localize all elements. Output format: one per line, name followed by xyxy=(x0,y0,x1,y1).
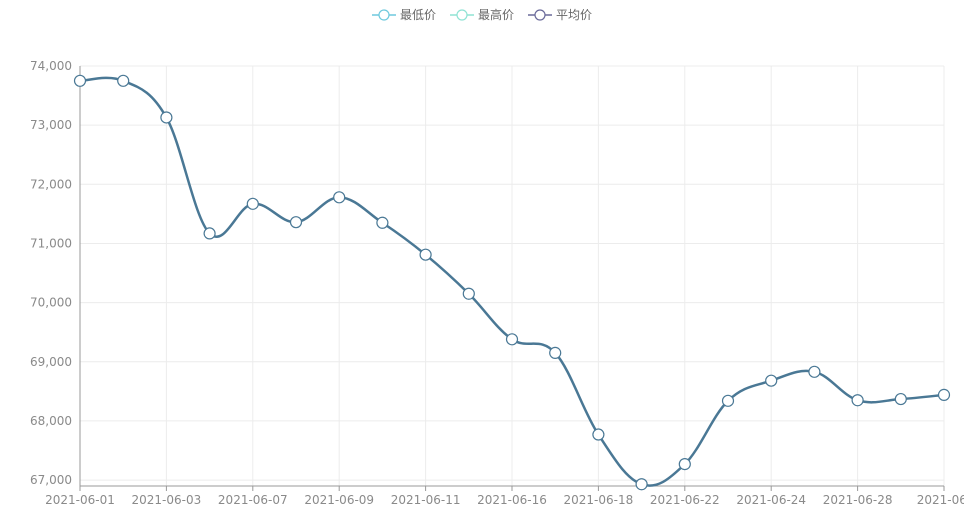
data-point xyxy=(419,248,432,261)
y-tick-label: 70,000 xyxy=(30,296,72,310)
x-tick-label: 2021-06-28 xyxy=(823,493,893,507)
data-point xyxy=(203,227,216,240)
x-tick-label: 2021-06-18 xyxy=(564,493,634,507)
legend-item-max[interactable]: 最高价 xyxy=(449,6,514,23)
y-tick-label: 71,000 xyxy=(30,236,72,250)
circle-line-icon xyxy=(528,8,552,21)
data-point xyxy=(376,216,389,229)
data-point xyxy=(462,287,475,300)
y-tick-label: 72,000 xyxy=(30,177,72,191)
data-point xyxy=(808,365,821,378)
x-tick-label: 2021-06-11 xyxy=(391,493,461,507)
legend-item-avg[interactable]: 平均价 xyxy=(528,6,592,23)
circle-line-icon xyxy=(449,8,474,21)
legend-label-min: 最低价 xyxy=(399,8,436,22)
y-tick-label: 68,000 xyxy=(30,414,72,428)
circle-line-icon xyxy=(371,8,396,21)
data-point xyxy=(894,392,907,406)
data-point xyxy=(765,374,778,387)
x-tick-label: 2021-06-24 xyxy=(736,493,806,507)
x-tick-label: 2021-06-22 xyxy=(650,493,720,507)
data-point xyxy=(73,74,87,87)
y-tick-label: 74,000 xyxy=(30,59,72,73)
data-point xyxy=(678,458,691,471)
legend: 最低价 最高价 平均价 xyxy=(0,6,964,23)
data-point xyxy=(333,191,346,204)
x-tick-label: 2021-06-16 xyxy=(477,493,547,507)
data-point xyxy=(160,111,173,124)
data-point xyxy=(592,428,605,441)
x-tick-label: 2021-06- xyxy=(917,493,964,507)
x-tick-label: 2021-06-07 xyxy=(218,493,288,507)
data-point xyxy=(549,346,562,360)
data-point xyxy=(851,394,864,407)
data-point xyxy=(289,216,303,229)
data-point xyxy=(937,388,951,402)
data-point xyxy=(635,478,648,491)
x-tick-label: 2021-06-01 xyxy=(45,493,115,507)
x-tick-label: 2021-06-09 xyxy=(304,493,374,507)
y-tick-label: 69,000 xyxy=(30,355,72,369)
x-tick-label: 2021-06-03 xyxy=(132,493,202,507)
y-tick-label: 67,000 xyxy=(30,473,72,487)
legend-label-avg: 平均价 xyxy=(556,8,593,22)
data-point xyxy=(721,394,735,407)
legend-item-min[interactable]: 最低价 xyxy=(371,6,436,23)
data-point xyxy=(246,197,259,210)
data-point xyxy=(117,74,130,87)
y-tick-label: 73,000 xyxy=(30,118,72,132)
data-point xyxy=(505,333,519,346)
legend-label-max: 最高价 xyxy=(477,8,514,22)
